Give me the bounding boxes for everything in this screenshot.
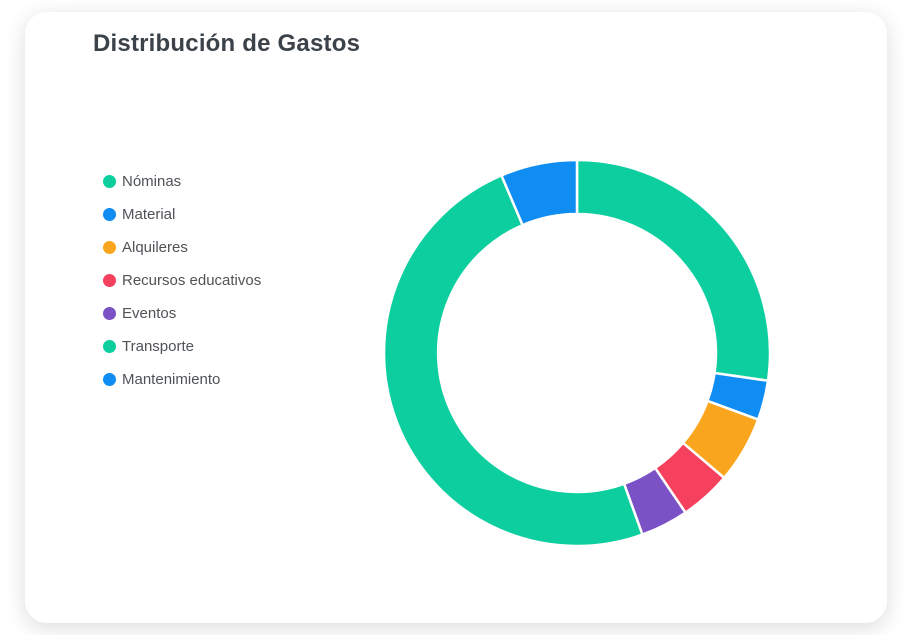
chart-legend: Nóminas Material Alquileres Recursos edu… [103,165,261,396]
legend-swatch-eventos-icon [103,307,116,320]
doughnut-chart[interactable] [377,153,777,553]
donut-segment-0[interactable] [575,158,772,383]
donut-segment-6[interactable] [500,158,579,227]
legend-label-nominas: Nóminas [122,173,182,190]
legend-item-mantenimiento[interactable]: Mantenimiento [103,363,261,396]
legend-label-material: Material [122,206,176,223]
legend-item-material[interactable]: Material [103,198,261,231]
legend-label-mantenimiento: Mantenimiento [122,371,221,388]
legend-swatch-alquileres-icon [103,241,116,254]
chart-title: Distribución de Gastos [93,30,361,57]
legend-label-recursos-educativos: Recursos educativos [122,272,262,289]
expense-distribution-card: Distribución de Gastos Nóminas Material … [25,12,887,623]
legend-swatch-recursos-educativos-icon [103,274,116,287]
legend-label-eventos: Eventos [122,305,177,322]
legend-item-alquileres[interactable]: Alquileres [103,231,261,264]
doughnut-chart-svg [382,158,772,548]
legend-item-eventos[interactable]: Eventos [103,297,261,330]
legend-item-recursos-educativos[interactable]: Recursos educativos [103,264,261,297]
legend-item-transporte[interactable]: Transporte [103,330,261,363]
legend-label-alquileres: Alquileres [122,239,188,256]
legend-item-nominas[interactable]: Nóminas [103,165,261,198]
legend-swatch-nominas-icon [103,175,116,188]
legend-swatch-transporte-icon [103,340,116,353]
legend-label-transporte: Transporte [122,338,194,355]
legend-swatch-material-icon [103,208,116,221]
donut-segment-5[interactable] [382,174,644,548]
legend-swatch-mantenimiento-icon [103,373,116,386]
